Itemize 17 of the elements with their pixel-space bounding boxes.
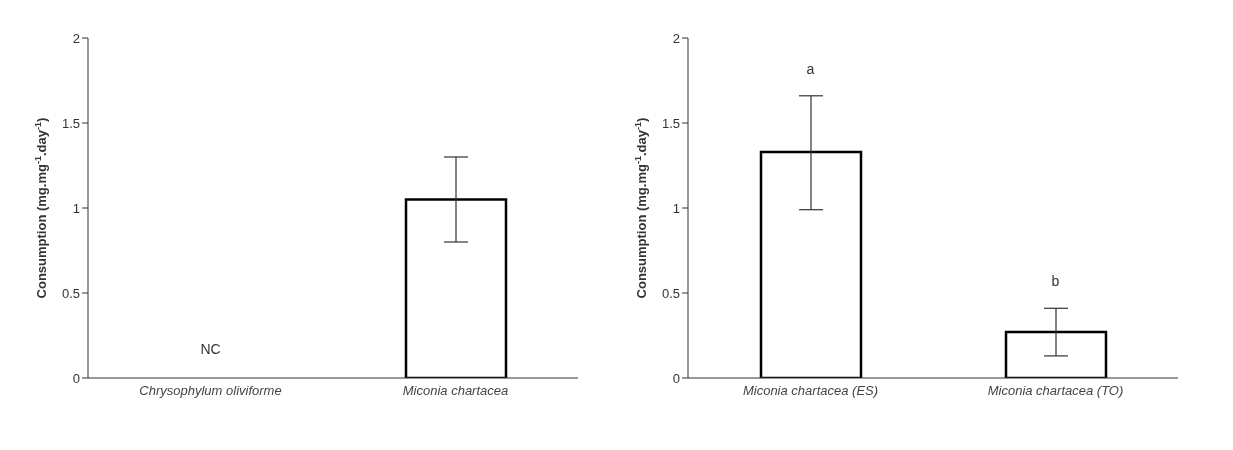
y-tick-label: 1.5 <box>661 115 680 131</box>
x-tick-label: Chrysophylum oliviforme <box>139 383 282 399</box>
annotation: a <box>806 60 815 77</box>
x-tick-label: Miconia chartacea <box>402 383 509 399</box>
y-tick-label: 0 <box>72 370 80 386</box>
x-tick-label: Miconia chartacea (TO) <box>987 383 1124 399</box>
x-tick-label: Miconia chartacea (ES) <box>742 383 879 399</box>
y-tick-label: 1 <box>672 200 680 216</box>
y-tick-label: 0 <box>672 370 680 386</box>
y-tick-label: 0.5 <box>661 285 680 301</box>
y-tick-label: 1 <box>72 200 80 216</box>
y-tick-label: 2 <box>672 30 680 46</box>
annotation: NC <box>200 341 221 358</box>
y-tick-label: 2 <box>72 30 80 46</box>
annotation: b <box>1051 273 1060 290</box>
y-tick-label: 0.5 <box>61 285 80 301</box>
y-tick-label: 1.5 <box>61 115 80 131</box>
